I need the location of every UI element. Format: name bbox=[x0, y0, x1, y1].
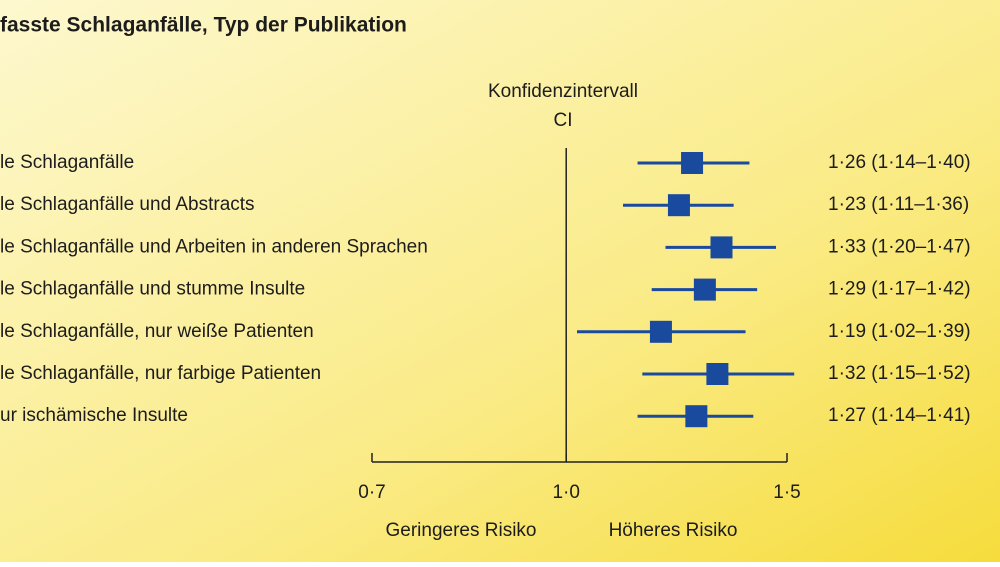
point-estimate bbox=[685, 405, 708, 428]
ci-short: CI bbox=[554, 110, 573, 131]
ci-label: Konfidenzintervall bbox=[488, 81, 638, 102]
point-estimate bbox=[681, 152, 704, 174]
value-label: 1·32 (1·15–1·52) bbox=[828, 363, 971, 384]
x-tick-label: 1·0 bbox=[552, 482, 579, 503]
row-label: le Schlaganfälle und stumme Insulte bbox=[0, 279, 305, 300]
row-label: ur ischämische Insulte bbox=[0, 405, 188, 426]
value-label: 1·33 (1·20–1·47) bbox=[828, 236, 971, 257]
value-label: 1·29 (1·17–1·42) bbox=[828, 279, 971, 300]
row-label: le Schlaganfälle bbox=[0, 152, 134, 173]
point-estimate bbox=[693, 278, 716, 301]
point-estimate bbox=[706, 363, 729, 385]
point-estimate bbox=[649, 320, 672, 343]
row-label: le Schlaganfälle und Abstracts bbox=[0, 194, 255, 215]
chart-title: fasste Schlaganfälle, Typ der Publikatio… bbox=[0, 14, 407, 37]
value-label: 1·27 (1·14–1·41) bbox=[828, 405, 971, 426]
row-label: le Schlaganfälle, nur farbige Patienten bbox=[0, 363, 321, 384]
row-label: le Schlaganfälle und Arbeiten in anderen… bbox=[0, 236, 428, 257]
value-label: 1·23 (1·11–1·36) bbox=[828, 194, 969, 215]
value-label: 1·26 (1·14–1·40) bbox=[828, 152, 971, 173]
right-note: Höheres Risiko bbox=[609, 520, 738, 541]
left-note: Geringeres Risiko bbox=[386, 520, 537, 541]
value-label: 1·19 (1·02–1·39) bbox=[828, 321, 971, 342]
point-estimate bbox=[710, 236, 733, 259]
x-tick-label: 0·7 bbox=[358, 482, 385, 503]
row-label: le Schlaganfälle, nur weiße Patienten bbox=[0, 321, 314, 342]
x-tick-label: 1·5 bbox=[773, 482, 800, 503]
point-estimate bbox=[667, 194, 690, 217]
